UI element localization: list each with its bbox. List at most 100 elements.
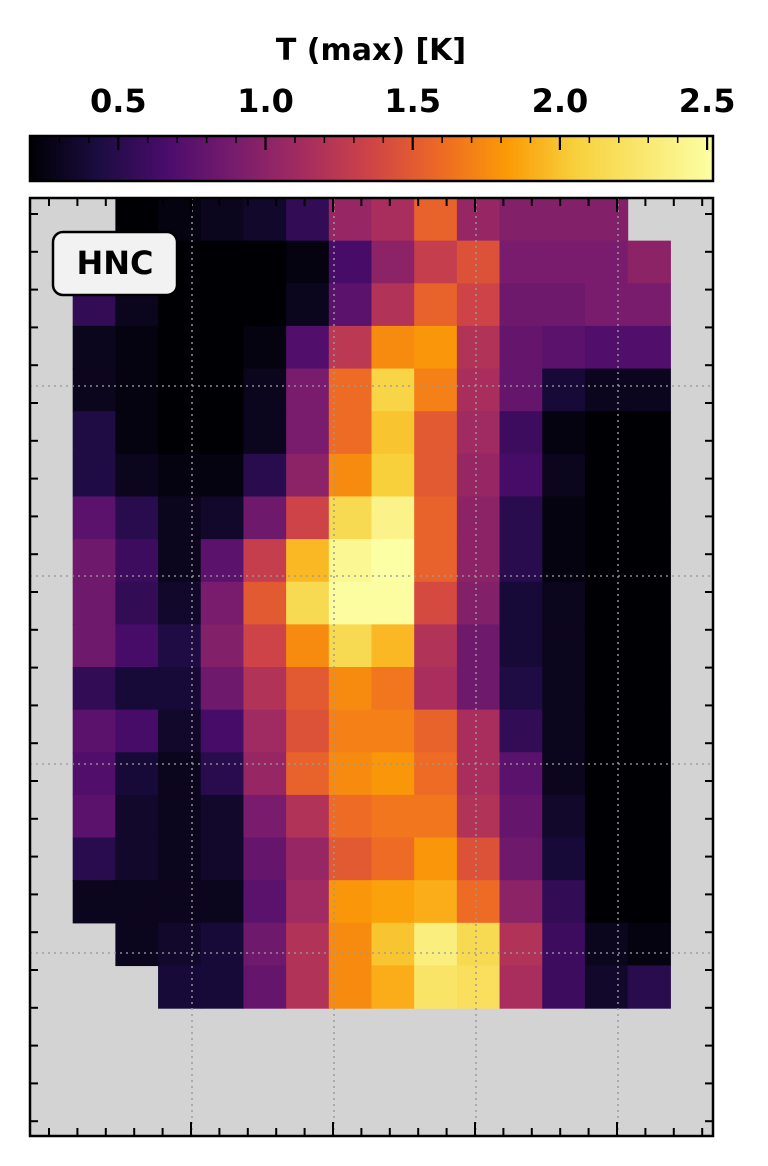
heatmap-cell xyxy=(627,709,671,753)
heatmap-cell xyxy=(158,411,202,455)
heatmap-cell xyxy=(371,368,415,412)
heatmap-cell xyxy=(158,667,202,711)
heatmap-cell xyxy=(414,837,458,881)
heatmap-cell xyxy=(584,794,629,839)
heatmap-cell xyxy=(499,667,543,711)
heatmap-cell xyxy=(328,240,373,284)
heatmap-cell xyxy=(371,411,415,455)
heatmap-cell xyxy=(158,496,202,540)
heatmap-cell xyxy=(286,965,330,1009)
heatmap-cell xyxy=(456,283,501,327)
heatmap-cell xyxy=(286,325,330,370)
heatmap-cell xyxy=(627,411,671,455)
heatmap-cell xyxy=(200,368,245,412)
heatmap-cell xyxy=(243,496,287,540)
heatmap-cells xyxy=(72,198,671,1009)
heatmap-cell xyxy=(72,709,116,753)
heatmap-cell xyxy=(115,624,159,668)
heatmap-cell xyxy=(243,922,287,967)
heatmap-cell xyxy=(286,667,330,711)
heatmap-cell xyxy=(158,368,202,412)
heatmap-cell xyxy=(286,411,330,455)
heatmap-cell xyxy=(584,283,629,327)
heatmap-cell xyxy=(328,794,373,839)
heatmap-cell xyxy=(627,453,671,498)
heatmap-cell xyxy=(499,453,543,498)
heatmap-cell xyxy=(243,325,287,370)
heatmap-cell xyxy=(499,496,543,540)
heatmap-cell xyxy=(243,240,287,284)
heatmap-cell xyxy=(456,496,501,540)
colorbar-tick-label: 2.5 xyxy=(679,82,736,120)
heatmap-cell xyxy=(542,368,586,412)
heatmap-cell xyxy=(328,453,373,498)
heatmap-cell xyxy=(115,667,159,711)
heatmap-cell xyxy=(371,965,415,1009)
heatmap-cell xyxy=(115,496,159,540)
heatmap-cell xyxy=(286,283,330,327)
heatmap-cell xyxy=(286,794,330,839)
heatmap-cell xyxy=(243,539,287,583)
heatmap-cell xyxy=(542,794,586,839)
heatmap-cell xyxy=(158,709,202,753)
heatmap-cell xyxy=(584,496,629,540)
heatmap-cell xyxy=(200,794,245,839)
heatmap-cell xyxy=(158,752,202,796)
heatmap-cell xyxy=(627,837,671,881)
heatmap-cell xyxy=(499,709,543,753)
heatmap-cell xyxy=(456,453,501,498)
heatmap-cell xyxy=(286,880,330,924)
heatmap-cell xyxy=(414,539,458,583)
heatmap-cell xyxy=(371,667,415,711)
heatmap-cell xyxy=(371,539,415,583)
heatmap-cell xyxy=(243,880,287,924)
heatmap-cell xyxy=(200,198,245,242)
heatmap-cell xyxy=(584,325,629,370)
heatmap-cell xyxy=(371,325,415,370)
heatmap-cell xyxy=(158,880,202,924)
heatmap-cell xyxy=(115,539,159,583)
heatmap-cell xyxy=(456,411,501,455)
colorbar-title: T (max) [K] xyxy=(276,33,466,68)
heatmap-cell xyxy=(286,496,330,540)
heatmap-cell xyxy=(456,368,501,412)
heatmap-cell xyxy=(243,709,287,753)
heatmap-cell xyxy=(542,837,586,881)
heatmap-cell xyxy=(243,453,287,498)
heatmap-cell xyxy=(627,752,671,796)
heatmap-cell xyxy=(456,539,501,583)
heatmap-cell xyxy=(115,453,159,498)
heatmap-cell xyxy=(371,283,415,327)
heatmap-cell xyxy=(371,624,415,668)
heatmap-cell xyxy=(243,283,287,327)
heatmap-cell xyxy=(584,581,629,625)
heatmap-cell xyxy=(456,794,501,839)
heatmap-cell xyxy=(158,453,202,498)
heatmap-cell xyxy=(72,581,116,625)
heatmap-cell xyxy=(286,198,330,242)
heatmap-cell xyxy=(584,368,629,412)
heatmap-cell xyxy=(584,709,629,753)
heatmap-cell xyxy=(72,539,116,583)
heatmap-cell xyxy=(542,965,586,1009)
heatmap-cell xyxy=(328,667,373,711)
heatmap-cell xyxy=(584,837,629,881)
heatmap-cell xyxy=(414,709,458,753)
heatmap-cell xyxy=(414,496,458,540)
heatmap-cell xyxy=(627,283,671,327)
heatmap-cell xyxy=(371,581,415,625)
heatmap-cell xyxy=(542,624,586,668)
heatmap-cell xyxy=(72,667,116,711)
heatmap-cell xyxy=(584,667,629,711)
heatmap-cell xyxy=(542,880,586,924)
heatmap-cell xyxy=(499,539,543,583)
heatmap-cell xyxy=(200,411,245,455)
heatmap-cell xyxy=(328,965,373,1009)
heatmap-cell xyxy=(456,325,501,370)
heatmap-cell xyxy=(200,624,245,668)
heatmap-cell xyxy=(499,581,543,625)
heatmap-cell xyxy=(499,922,543,967)
heatmap-cell xyxy=(499,794,543,839)
heatmap-cell xyxy=(328,411,373,455)
heatmap-cell xyxy=(499,325,543,370)
